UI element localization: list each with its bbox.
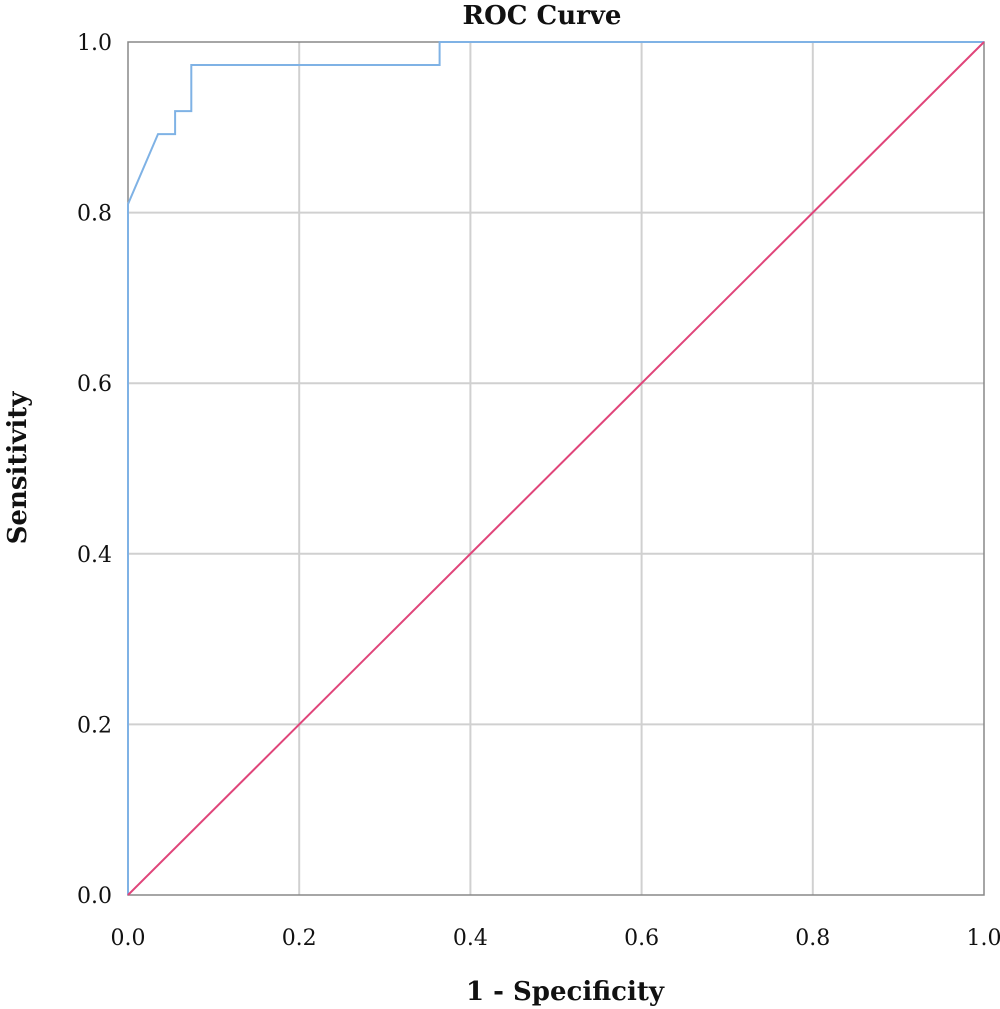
y-tick-labels: 0.0 0.2 0.4 0.6 0.8 1.0	[77, 31, 112, 909]
chart-title: ROC Curve	[463, 1, 622, 31]
series-group	[127, 41, 985, 896]
y-tick-label: 0.0	[77, 884, 112, 909]
y-axis-label: Sensitivity	[3, 391, 33, 545]
roc-curve-line	[127, 41, 984, 895]
x-tick-label: 0.4	[453, 926, 488, 951]
y-tick-label: 0.2	[77, 713, 112, 738]
x-tick-label: 0.6	[624, 926, 659, 951]
reference-diagonal-line	[127, 41, 985, 896]
y-tick-label: 1.0	[77, 31, 112, 56]
x-tick-labels: 0.0 0.2 0.4 0.6 0.8 1.0	[111, 926, 1000, 951]
grid-lines	[128, 42, 984, 895]
x-tick-label: 1.0	[967, 926, 1000, 951]
x-tick-label: 0.2	[282, 926, 317, 951]
y-tick-label: 0.8	[77, 202, 112, 227]
x-tick-label: 0.8	[795, 926, 830, 951]
y-tick-label: 0.6	[77, 372, 112, 397]
y-tick-label: 0.4	[77, 543, 112, 568]
x-tick-label: 0.0	[111, 926, 146, 951]
x-axis-label: 1 - Specificity	[466, 977, 665, 1007]
